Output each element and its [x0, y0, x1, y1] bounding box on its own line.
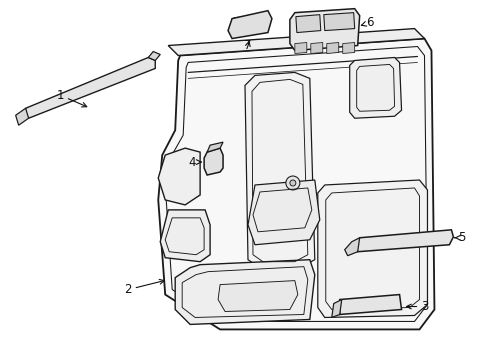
- Polygon shape: [294, 42, 306, 54]
- Polygon shape: [244, 72, 314, 268]
- Text: 1: 1: [57, 89, 86, 107]
- Polygon shape: [289, 9, 359, 50]
- Polygon shape: [323, 13, 354, 31]
- Text: 6: 6: [361, 16, 373, 29]
- Circle shape: [289, 180, 295, 186]
- Polygon shape: [331, 300, 341, 318]
- Polygon shape: [158, 148, 200, 205]
- Polygon shape: [160, 210, 210, 262]
- Polygon shape: [326, 42, 338, 54]
- Polygon shape: [355, 230, 452, 252]
- Polygon shape: [175, 260, 314, 324]
- Polygon shape: [247, 180, 319, 245]
- Text: 2: 2: [124, 279, 164, 296]
- Text: 3: 3: [406, 300, 427, 313]
- Text: 5: 5: [454, 231, 464, 244]
- Polygon shape: [158, 39, 433, 329]
- Polygon shape: [310, 42, 322, 54]
- Polygon shape: [25, 58, 155, 118]
- Polygon shape: [317, 180, 427, 318]
- Polygon shape: [227, 11, 271, 39]
- Polygon shape: [339, 294, 401, 315]
- Polygon shape: [203, 148, 223, 175]
- Polygon shape: [168, 28, 424, 55]
- Polygon shape: [148, 51, 160, 60]
- Polygon shape: [349, 58, 401, 118]
- Polygon shape: [342, 42, 354, 54]
- Text: 7: 7: [244, 39, 251, 52]
- Circle shape: [285, 176, 299, 190]
- Polygon shape: [218, 280, 297, 311]
- Polygon shape: [207, 142, 223, 152]
- Polygon shape: [295, 15, 320, 32]
- Polygon shape: [16, 108, 29, 125]
- Text: 4: 4: [188, 156, 201, 168]
- Polygon shape: [344, 238, 359, 256]
